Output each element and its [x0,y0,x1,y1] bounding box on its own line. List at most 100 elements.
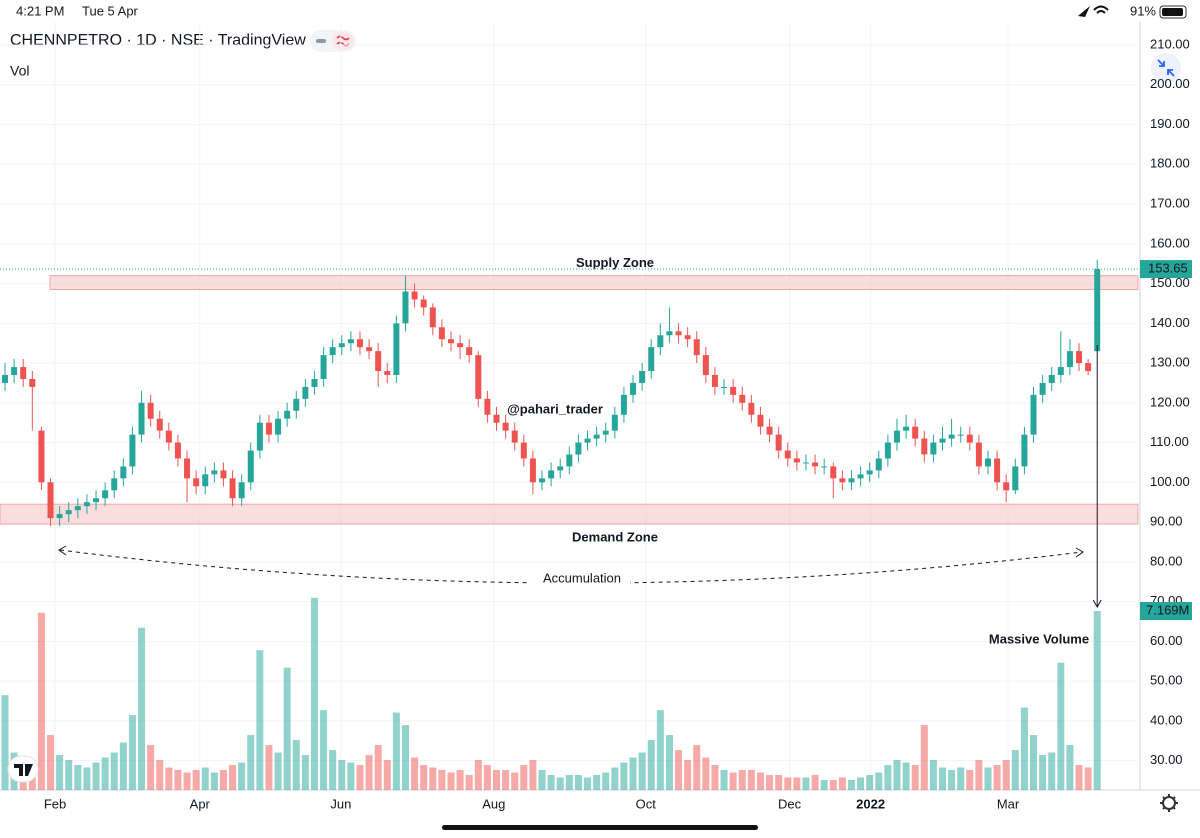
accumulation-line [59,549,1083,584]
volume-bar [793,777,801,790]
candle-body [875,458,882,471]
candle-body [575,442,582,455]
y-tick-label: 200.00 [1150,76,1190,91]
volume-bar [174,770,182,790]
candle-body [184,458,191,479]
candle-body [611,414,618,431]
candle-body [903,426,910,431]
candle-body [493,414,500,423]
candle-body [457,343,464,348]
candle-body [1003,482,1010,491]
volume-bar [766,775,774,790]
candle-body [202,474,209,487]
volume-bar [929,760,937,790]
last-price-label: 153.65 [1148,260,1188,275]
volume-bar [1084,767,1092,790]
volume-bar [429,767,437,790]
candle-body [748,402,755,415]
x-tick-label: Aug [482,796,505,811]
volume-bar [392,712,400,790]
x-tick-label: Jun [330,796,351,811]
candle-body [584,438,591,443]
candle-body [47,482,54,519]
volume-bar [483,765,491,790]
candle-body [129,434,136,467]
candle-body [447,339,454,344]
y-tick-label: 90.00 [1150,514,1183,529]
candle-body [102,490,109,499]
volume-bar [993,765,1001,790]
candle-body [1066,351,1073,368]
volume-bar [310,597,318,790]
volume-bar [401,725,409,790]
plot: Supply Zone Demand Zone Accumulation @pahar… [0,22,1140,790]
candle-body [630,382,637,395]
last-volume-tag [1140,602,1192,621]
volume-bar [110,752,118,790]
volume-bar [119,742,127,790]
candle-body [766,426,773,435]
candle-body [657,335,664,348]
volume-bar [365,755,373,790]
volume-bar [729,772,737,790]
candle-body [38,430,45,483]
wifi-icon [1093,5,1109,14]
y-tick-label: 40.00 [1150,712,1183,727]
volume-bar [684,760,692,790]
y-tick-label: 100.00 [1150,474,1190,489]
volume-bar [911,765,919,790]
candle-body [111,478,118,491]
candle-body [356,339,363,348]
candle-body [402,291,409,324]
candle-body [802,462,809,464]
volume-bar [338,760,346,790]
fullscreen-icon [1157,59,1175,77]
candle-body [620,394,627,415]
volume-bar [456,770,464,790]
volume-bar [383,760,391,790]
candle-body [311,378,318,387]
volume-bar [147,745,155,790]
candle-body [511,430,518,443]
volume-bar [1039,755,1047,790]
volume-bar [156,760,164,790]
candle-body [975,442,982,467]
volume-bar [547,775,555,790]
candle-body [165,430,172,443]
volume-bar [893,760,901,790]
y-tick-label: 60.00 [1150,633,1183,648]
volume-bar [602,772,610,790]
candle-body [384,371,391,375]
candle-body [393,323,400,375]
candle-body [684,335,691,340]
volume-bar [966,770,974,790]
candle-body [912,426,919,439]
candle-body [985,458,991,467]
candle-body [502,422,509,431]
volume-bar [756,772,764,790]
volume-bar [538,770,546,790]
candle-body [602,430,609,435]
volume-bar [1057,662,1065,790]
status-battery: 91% [1130,3,1156,18]
watermark: @pahari_trader [507,401,603,416]
candle-body [1076,351,1083,364]
volume-bar [556,777,564,790]
volume-bar [875,772,883,790]
candle-body [420,299,427,308]
volume-bar [210,772,218,790]
volume-bar [811,775,819,790]
volume-bar [611,767,619,790]
candle-body [320,355,327,379]
candle-body [74,506,81,511]
status-time: 4:21 PM [16,3,64,18]
y-tick-label: 170.00 [1150,195,1190,210]
candle-body [56,514,63,519]
volume-bar [247,735,255,790]
candle-body [739,394,746,403]
candle-body [730,386,737,395]
y-tick-label: 50.00 [1150,673,1183,688]
candle-body [174,442,181,459]
candle-body [966,434,973,443]
volume-bar [884,765,892,790]
